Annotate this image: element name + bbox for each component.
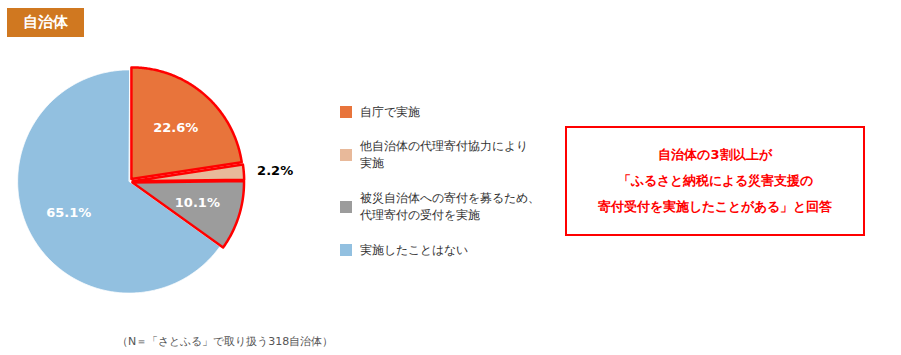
- svg-text:10.1%: 10.1%: [175, 195, 220, 210]
- html-text:（N＝「さとふる」で取り扱う318自治体）: （N＝「さとふる」で取り扱う318自治体）: [117, 335, 334, 348]
- svg-text:22.6%: 22.6%: [153, 120, 198, 135]
- html-text:実施したことはない: 実施したことはない: [360, 242, 468, 257]
- html-text:他自治体の代理寄付協力により 実施: 他自治体の代理寄付協力により 実施: [360, 139, 528, 171]
- html-text:自治体の3割以上が 「ふるさと納税による災害支援の 寄付受付: 自治体の3割以上が 「ふるさと納税による災害支援の 寄付受付を実施したことがある…: [598, 147, 832, 214]
- html-text:自庁で実施: 自庁で実施: [360, 104, 420, 119]
- svg-text:65.1%: 65.1%: [46, 205, 91, 220]
- html-text:自治体: 自治体: [23, 13, 68, 31]
- svg-text:2.2%: 2.2%: [257, 163, 293, 178]
- html-text:被災自治体への寄付を募るため、 代理寄付の受付を実施: 被災自治体への寄付を募るため、 代理寄付の受付を実施: [360, 191, 540, 222]
